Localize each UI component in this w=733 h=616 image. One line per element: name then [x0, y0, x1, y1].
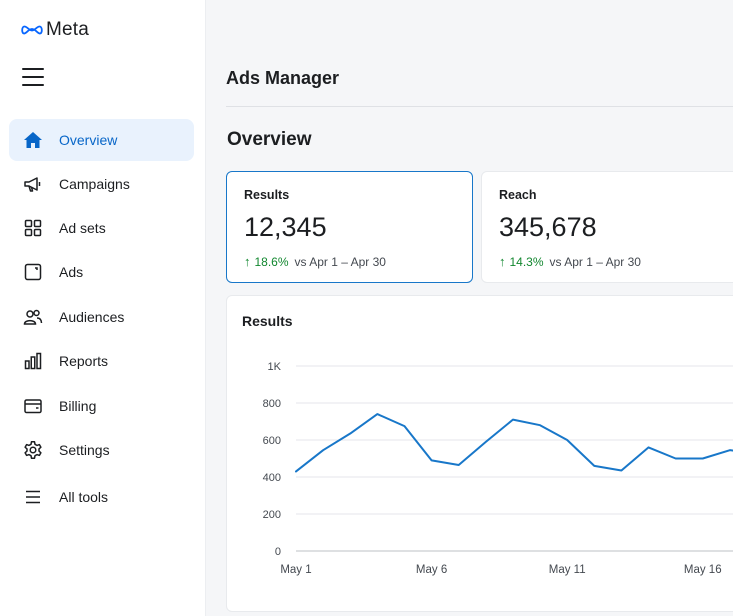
sidebar-item-ad-sets[interactable]: Ad sets	[9, 207, 194, 249]
metric-label: Results	[244, 188, 290, 202]
header-divider	[226, 106, 733, 107]
y-tick-label: 800	[263, 398, 281, 410]
people-icon	[23, 307, 43, 327]
sidebar-item-label: Campaigns	[59, 176, 130, 192]
megaphone-icon	[23, 174, 43, 194]
brand-name: Meta	[46, 19, 90, 40]
ad-icon	[23, 262, 43, 282]
metric-delta: ↑ 18.6% vs Apr 1 – Apr 30	[244, 254, 386, 269]
hamburger-menu-icon[interactable]	[22, 68, 44, 88]
results-line-chart: 0 200 400 600 800 1K May 1 May 6 May 11 May 16	[263, 361, 733, 576]
main-content: Ads Manager Overview Results 12,345 ↑ 18…	[207, 0, 733, 616]
sidebar-item-label: Audiences	[59, 309, 125, 325]
sidebar-item-overview[interactable]: Overview	[9, 119, 194, 161]
metric-value: 12,345	[244, 212, 327, 242]
delta-percent: 18.6%	[254, 254, 289, 269]
x-tick-label: May 11	[549, 564, 586, 576]
sidebar-item-reports[interactable]: Reports	[9, 340, 194, 382]
sidebar-item-ads[interactable]: Ads	[9, 251, 194, 293]
wallet-icon	[23, 396, 43, 416]
y-tick-label: 400	[263, 472, 281, 484]
sidebar: Meta Overview Campaigns Ad sets Ads Audi…	[0, 0, 206, 616]
y-tick-label: 200	[263, 509, 281, 521]
sidebar-item-label: Settings	[59, 442, 110, 458]
x-tick-label: May 16	[684, 564, 722, 576]
metric-value: 345,678	[499, 212, 597, 242]
y-tick-label: 600	[263, 435, 281, 447]
bar-chart-icon	[23, 351, 43, 371]
series-line	[295, 413, 733, 473]
sidebar-item-all-tools[interactable]: All tools	[9, 476, 194, 518]
delta-compare: vs Apr 1 – Apr 30	[549, 254, 641, 269]
delta-percent: 14.3%	[509, 254, 544, 269]
x-tick-label: May 6	[416, 564, 447, 576]
sidebar-item-billing[interactable]: Billing	[9, 385, 194, 427]
sidebar-item-label: All tools	[59, 489, 109, 505]
metric-label: Reach	[499, 188, 537, 202]
sidebar-item-label: Ad sets	[59, 220, 106, 236]
sidebar-item-label: Reports	[59, 353, 109, 369]
meta-logo[interactable]: Meta	[21, 19, 89, 41]
metric-card-results[interactable]: Results 12,345 ↑ 18.6% vs Apr 1 – Apr 30	[226, 171, 473, 283]
gear-icon	[23, 440, 43, 460]
page-title: Ads Manager	[226, 68, 340, 88]
delta-compare: vs Apr 1 – Apr 30	[294, 254, 386, 269]
arrow-up-icon: ↑	[244, 254, 251, 269]
x-tick-label: May 1	[280, 564, 311, 576]
arrow-up-icon: ↑	[499, 254, 506, 269]
meta-infinity-icon	[21, 25, 43, 35]
sidebar-item-campaigns[interactable]: Campaigns	[9, 163, 194, 205]
chart-title: Results	[242, 313, 293, 329]
grid-icon	[23, 218, 43, 238]
sidebar-item-settings[interactable]: Settings	[9, 429, 194, 471]
results-chart-card: Results 0 200 400 600 800 1K May 1 May 6 May 11 M…	[226, 295, 733, 612]
home-icon	[23, 130, 43, 150]
metric-card-reach[interactable]: Reach 345,678 ↑ 14.3% vs Apr 1 – Apr 30	[481, 171, 733, 283]
sidebar-item-audiences[interactable]: Audiences	[9, 296, 194, 338]
sidebar-item-label: Ads	[59, 264, 84, 280]
section-title: Overview	[227, 129, 312, 150]
y-tick-label: 0	[275, 546, 281, 558]
metric-delta: ↑ 14.3% vs Apr 1 – Apr 30	[499, 254, 641, 269]
sidebar-item-label: Billing	[59, 398, 97, 414]
y-tick-label: 1K	[268, 361, 282, 373]
menu-lines-icon	[23, 487, 43, 507]
sidebar-item-label: Overview	[59, 132, 118, 148]
